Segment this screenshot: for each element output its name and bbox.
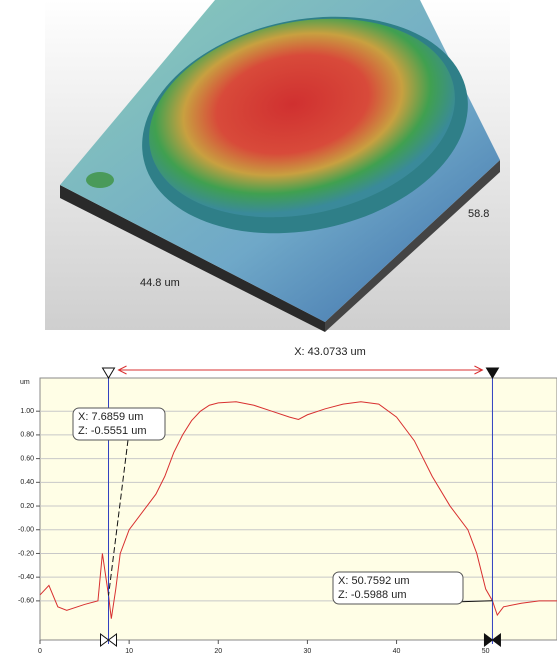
y-tick-label: -0.00	[18, 527, 34, 534]
y-tick-label: 0.80	[20, 432, 34, 439]
x-tick-label: 10	[125, 648, 133, 655]
x-tick-label: 30	[304, 648, 312, 655]
surface-label: 44.8 um	[140, 277, 180, 289]
callout-text: Z: -0.5988 um	[338, 589, 406, 601]
x-tick-label: 20	[214, 648, 222, 655]
cursor-marker	[486, 368, 498, 378]
y-tick-label: -0.20	[18, 550, 34, 557]
x-tick-label: 50	[482, 648, 490, 655]
chart-title: X: 43.0733 um	[294, 346, 366, 358]
profile-chart: X: 43.0733 um um 1.00 0.80 0.60 0.40 0.20 -0.00…	[18, 346, 557, 655]
y-tick-label: 0.60	[20, 455, 34, 462]
y-tick-label: -0.60	[18, 598, 34, 605]
particle	[86, 172, 114, 188]
callout-text: X: 50.7592 um	[338, 575, 410, 587]
y-tick-label: 1.00	[20, 408, 34, 415]
y-tick-label: 0.20	[20, 503, 34, 510]
cursor-marker	[103, 368, 115, 378]
callout-text: Z: -0.5551 um	[78, 425, 146, 437]
surface-label: 58.8	[468, 208, 489, 220]
x-tick-label: 0	[38, 648, 42, 655]
x-tick-label: 40	[393, 648, 401, 655]
y-tick-label: -0.40	[18, 574, 34, 581]
callout-text: X: 7.6859 um	[78, 411, 143, 423]
y-axis-label: um	[20, 379, 30, 386]
surface-view: 44.8 um 58.8	[45, 0, 510, 332]
page: 44.8 um 58.8 X: 43.0733 um um 1.00 0.80 0.60…	[0, 0, 557, 658]
y-tick-label: 0.40	[20, 479, 34, 486]
